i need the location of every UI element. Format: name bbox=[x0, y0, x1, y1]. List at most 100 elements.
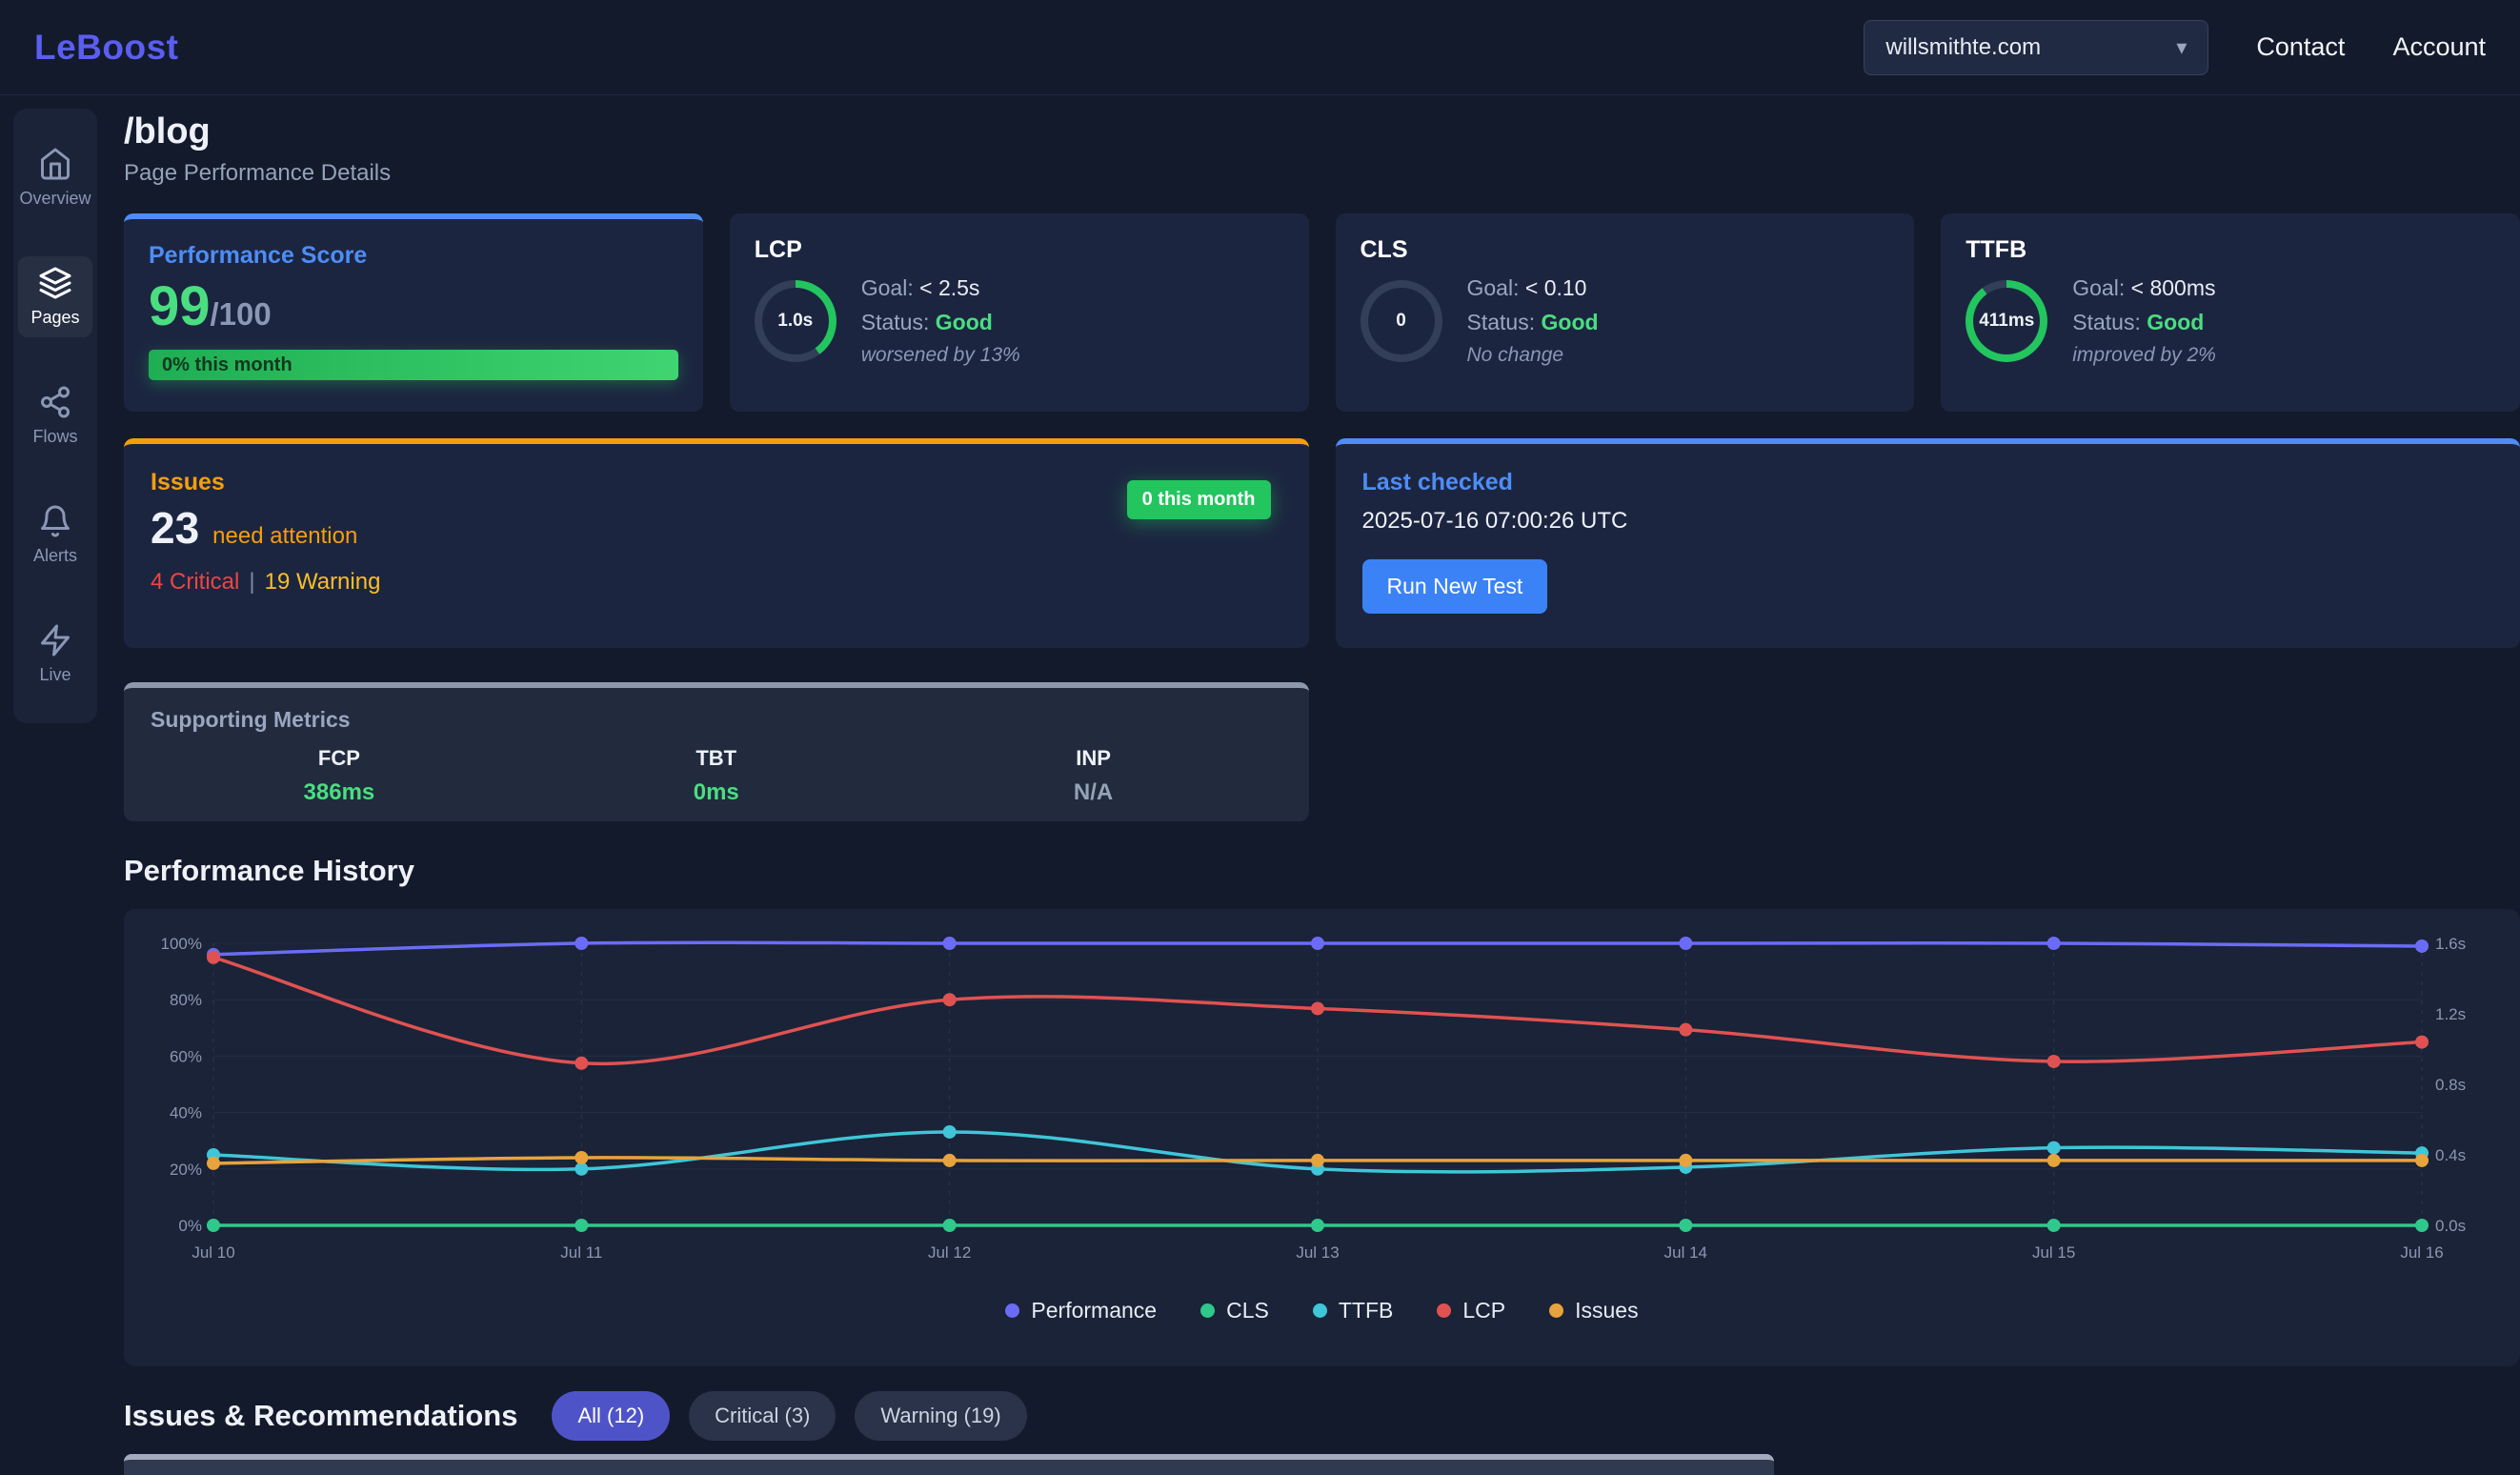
lcp-card: LCP 1.0s Goal: < 2.5s Status: Good worse… bbox=[730, 213, 1309, 412]
contact-link[interactable]: Contact bbox=[2256, 32, 2345, 62]
score-value: 99 bbox=[149, 279, 211, 334]
sidebar-item-pages[interactable]: Pages bbox=[18, 256, 92, 337]
sidebar-item-overview[interactable]: Overview bbox=[18, 137, 92, 218]
supporting-metrics-title: Supporting Metrics bbox=[151, 707, 1282, 733]
legend-dot bbox=[1437, 1303, 1451, 1318]
legend-item-cls[interactable]: CLS bbox=[1200, 1298, 1269, 1323]
ttfb-trend: improved by 2% bbox=[2072, 344, 2216, 367]
warning-count: 19 Warning bbox=[265, 569, 381, 595]
last-checked-card: Last checked 2025-07-16 07:00:26 UTC Run… bbox=[1336, 438, 2520, 648]
sidebar-item-label: Alerts bbox=[33, 546, 77, 566]
issues-card-title: Issues bbox=[151, 469, 1282, 496]
ttfb-gauge: 411ms bbox=[1966, 280, 2047, 362]
goal-label: Goal: bbox=[861, 275, 914, 300]
cls-status: Status: Good bbox=[1467, 310, 1599, 335]
cls-trend: No change bbox=[1467, 344, 1599, 367]
svg-text:Jul 16: Jul 16 bbox=[2400, 1243, 2443, 1262]
goal-value: < 0.10 bbox=[1525, 275, 1587, 300]
svg-text:1.6s: 1.6s bbox=[2435, 935, 2466, 953]
goal-value: < 2.5s bbox=[919, 275, 979, 300]
page-subtitle: Page Performance Details bbox=[124, 160, 2520, 187]
inp-metric: INP N/A bbox=[905, 746, 1282, 806]
lcp-info: Goal: < 2.5s Status: Good worsened by 13… bbox=[861, 275, 1020, 367]
supporting-metrics-card: Supporting Metrics FCP 386ms TBT 0ms INP… bbox=[124, 682, 1309, 821]
svg-text:0.8s: 0.8s bbox=[2435, 1076, 2466, 1094]
legend-item-ttfb[interactable]: TTFB bbox=[1313, 1298, 1394, 1323]
chart-legend: Performance CLS TTFB LCP Issues bbox=[143, 1298, 2501, 1323]
fcp-value: 386ms bbox=[151, 779, 528, 806]
flow-icon bbox=[38, 385, 72, 419]
last-checked-title: Last checked bbox=[1362, 469, 2494, 496]
lcp-gauge: 1.0s bbox=[755, 280, 837, 362]
cls-gauge-value: 0 bbox=[1361, 280, 1442, 362]
series-cls bbox=[207, 1219, 2429, 1232]
series-ttfb bbox=[207, 1125, 2429, 1176]
ttfb-info: Goal: < 800ms Status: Good improved by 2… bbox=[2072, 275, 2216, 367]
series-issues bbox=[207, 1151, 2429, 1170]
sidebar-item-label: Live bbox=[39, 665, 71, 685]
performance-history-title: Performance History bbox=[124, 854, 2520, 888]
filter-warning-button[interactable]: Warning (19) bbox=[855, 1391, 1026, 1441]
performance-history-chart: 0%20%40%60%80%100%0.0s0.4s0.8s1.2s1.6sJu… bbox=[143, 928, 2501, 1290]
legend-item-issues[interactable]: Issues bbox=[1549, 1298, 1638, 1323]
issues-count-suffix: need attention bbox=[212, 523, 357, 550]
run-new-test-button[interactable]: Run New Test bbox=[1362, 559, 1548, 614]
filter-all-button[interactable]: All (12) bbox=[552, 1391, 670, 1441]
lcp-goal: Goal: < 2.5s bbox=[861, 275, 1020, 301]
topbar-right: willsmithte.com ▾ Contact Account bbox=[1864, 20, 2486, 75]
sidebar-item-alerts[interactable]: Alerts bbox=[18, 495, 92, 576]
sidebar-item-label: Overview bbox=[20, 189, 91, 209]
bell-icon bbox=[38, 504, 72, 538]
home-icon bbox=[38, 147, 72, 181]
sidebar-item-label: Flows bbox=[32, 427, 77, 447]
issues-section-title: Issues & Recommendations bbox=[124, 1399, 517, 1433]
svg-text:Jul 11: Jul 11 bbox=[560, 1243, 602, 1262]
svg-text:0.4s: 0.4s bbox=[2435, 1146, 2466, 1164]
legend-item-performance[interactable]: Performance bbox=[1005, 1298, 1157, 1323]
score-progress-track: 0% this month bbox=[149, 350, 678, 380]
lcp-gauge-row: 1.0s Goal: < 2.5s Status: Good worsened … bbox=[755, 275, 1284, 367]
fcp-metric: FCP 386ms bbox=[151, 746, 528, 806]
lcp-status: Status: Good bbox=[861, 310, 1020, 335]
series-performance bbox=[207, 937, 2429, 961]
sidebar: Overview Pages Flows Alerts Live bbox=[13, 109, 97, 723]
status-label: Status: bbox=[861, 310, 930, 334]
sidebar-item-live[interactable]: Live bbox=[18, 614, 92, 695]
goal-label: Goal: bbox=[1467, 275, 1520, 300]
sidebar-item-flows[interactable]: Flows bbox=[18, 375, 92, 456]
domain-selector[interactable]: willsmithte.com ▾ bbox=[1864, 20, 2208, 75]
svg-text:Jul 14: Jul 14 bbox=[1664, 1243, 1707, 1262]
ttfb-status: Status: Good bbox=[2072, 310, 2216, 335]
topbar: LeBoost willsmithte.com ▾ Contact Accoun… bbox=[0, 0, 2520, 95]
domain-selector-value: willsmithte.com bbox=[1885, 34, 2041, 61]
issues-breakdown: 4 Critical|19 Warning bbox=[151, 569, 1282, 596]
performance-score-card: Performance Score 99 /100 0% this month bbox=[124, 213, 703, 412]
svg-text:1.2s: 1.2s bbox=[2435, 1005, 2466, 1023]
account-link[interactable]: Account bbox=[2392, 32, 2486, 62]
metric-cards-row: Performance Score 99 /100 0% this month … bbox=[124, 213, 2520, 412]
legend-item-lcp[interactable]: LCP bbox=[1437, 1298, 1505, 1323]
issue-list-item-partial bbox=[124, 1454, 1774, 1475]
score-max: /100 bbox=[211, 296, 272, 333]
legend-dot bbox=[1005, 1303, 1019, 1318]
issues-card: 0 this month Issues 23 need attention 4 … bbox=[124, 438, 1309, 648]
ttfb-goal: Goal: < 800ms bbox=[2072, 275, 2216, 301]
score-bar-label: 0% this month bbox=[162, 354, 292, 376]
lcp-trend: worsened by 13% bbox=[861, 344, 1020, 367]
legend-dot bbox=[1549, 1303, 1563, 1318]
brand-logo[interactable]: LeBoost bbox=[34, 28, 179, 68]
status-label: Status: bbox=[2072, 310, 2141, 334]
cls-card-title: CLS bbox=[1361, 236, 1890, 264]
filter-critical-button[interactable]: Critical (3) bbox=[689, 1391, 836, 1441]
issues-month-badge: 0 this month bbox=[1127, 480, 1271, 519]
last-checked-timestamp: 2025-07-16 07:00:26 UTC bbox=[1362, 508, 2494, 535]
critical-count: 4 Critical bbox=[151, 569, 239, 595]
svg-text:80%: 80% bbox=[170, 991, 202, 1009]
score-card-title: Performance Score bbox=[149, 242, 678, 270]
tbt-value: 0ms bbox=[528, 779, 905, 806]
legend-label: TTFB bbox=[1339, 1298, 1394, 1323]
cls-gauge: 0 bbox=[1361, 280, 1442, 362]
supporting-metrics-grid: FCP 386ms TBT 0ms INP N/A bbox=[151, 746, 1282, 806]
cls-goal: Goal: < 0.10 bbox=[1467, 275, 1599, 301]
